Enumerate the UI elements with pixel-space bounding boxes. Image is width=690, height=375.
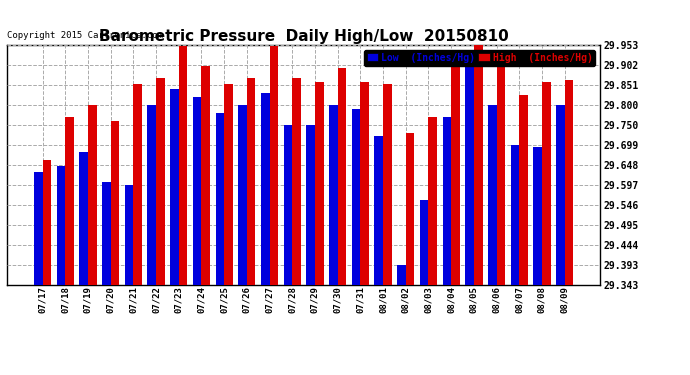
Bar (148, 105, 156, 285)
Bar (201, 66, 210, 285)
Bar (375, 136, 383, 285)
Bar (156, 78, 165, 285)
Bar (270, 46, 278, 285)
Bar (306, 125, 315, 285)
Bar (564, 80, 573, 285)
Bar (542, 82, 551, 285)
Bar (428, 117, 437, 285)
Bar (556, 105, 564, 285)
Bar (133, 84, 142, 285)
Bar (261, 93, 270, 285)
Bar (465, 64, 474, 285)
Bar (179, 46, 188, 285)
Bar (102, 182, 110, 285)
Bar (110, 121, 119, 285)
Bar (79, 152, 88, 285)
Bar (511, 144, 520, 285)
Bar (488, 105, 497, 285)
Bar (43, 160, 51, 285)
Bar (57, 166, 65, 285)
Bar (224, 84, 233, 285)
Bar (125, 184, 133, 285)
Bar (497, 66, 505, 285)
Bar (247, 78, 255, 285)
Legend: Low  (Inches/Hg), High  (Inches/Hg): Low (Inches/Hg), High (Inches/Hg) (364, 50, 595, 66)
Bar (329, 105, 337, 285)
Bar (451, 64, 460, 285)
Bar (315, 82, 324, 285)
Bar (34, 172, 43, 285)
Bar (442, 117, 451, 285)
Bar (215, 113, 224, 285)
Bar (397, 266, 406, 285)
Bar (474, 45, 482, 285)
Bar (352, 109, 360, 285)
Bar (533, 147, 542, 285)
Bar (383, 84, 392, 285)
Bar (337, 68, 346, 285)
Bar (520, 95, 528, 285)
Bar (238, 105, 247, 285)
Bar (406, 133, 415, 285)
Bar (170, 90, 179, 285)
Bar (420, 200, 428, 285)
Bar (193, 98, 201, 285)
Bar (88, 105, 97, 285)
Bar (360, 82, 369, 285)
Text: Copyright 2015 Cartronics.com: Copyright 2015 Cartronics.com (7, 31, 163, 40)
Title: Barometric Pressure  Daily High/Low  20150810: Barometric Pressure Daily High/Low 20150… (99, 29, 509, 44)
Bar (293, 78, 301, 285)
Bar (284, 125, 293, 285)
Bar (65, 117, 74, 285)
